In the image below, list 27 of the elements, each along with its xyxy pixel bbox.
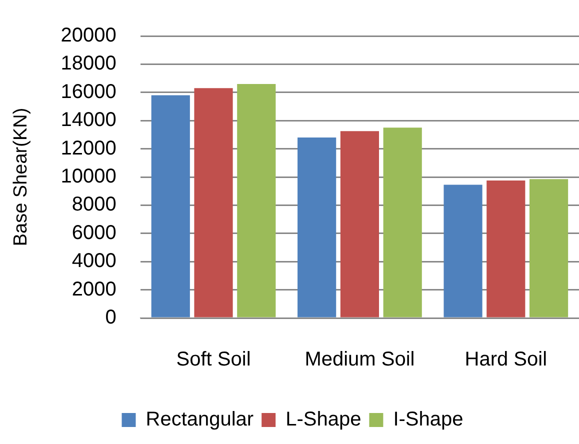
x-tick-label: Medium Soil — [304, 348, 415, 371]
y-tick-label: 0 — [105, 306, 116, 329]
y-tick-label: 16000 — [60, 80, 116, 103]
x-tick-label: Hard Soil — [464, 348, 548, 371]
y-tick-label: 10000 — [60, 166, 116, 188]
y-tick-label: 12000 — [60, 137, 116, 160]
y-axis-title: Base Shear(KN) — [10, 108, 32, 246]
bar — [194, 88, 233, 318]
legend-label: I-Shape — [393, 408, 464, 431]
y-tick-label: 6000 — [72, 222, 116, 244]
y-tick-label: 14000 — [60, 109, 116, 132]
bar — [151, 95, 190, 318]
bar — [383, 128, 422, 318]
bar — [486, 180, 526, 318]
bar — [237, 84, 276, 318]
legend-label: L-Shape — [286, 408, 362, 431]
y-tick-label: 2000 — [72, 278, 116, 300]
bar — [529, 179, 568, 318]
y-tick-label: 8000 — [72, 194, 116, 216]
legend-label: Rectangular — [146, 408, 254, 431]
y-tick-label: 4000 — [72, 250, 116, 272]
bar — [340, 131, 380, 318]
y-tick-label: 20000 — [60, 24, 116, 47]
bar — [298, 138, 336, 318]
y-tick-label: 18000 — [60, 52, 116, 75]
bar — [444, 184, 482, 318]
x-tick-label: Soft Soil — [176, 348, 251, 371]
